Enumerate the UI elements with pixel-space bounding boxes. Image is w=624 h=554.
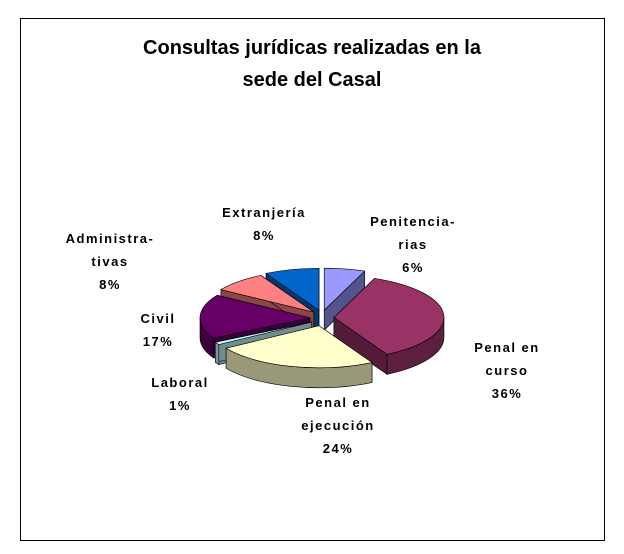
- slice-label: Penitencia-rias: [370, 214, 456, 252]
- value-label: 6%: [402, 260, 424, 275]
- slice-label: Civil: [141, 311, 176, 326]
- value-label: 1%: [169, 398, 191, 413]
- chart-title: Consultas jurídicas realizadas en la sede…: [143, 37, 482, 91]
- slice: [199, 294, 311, 339]
- value-label: 8%: [253, 228, 275, 243]
- value-label: 17%: [143, 334, 174, 349]
- slice: [333, 278, 445, 355]
- slice: [323, 267, 366, 311]
- slice-label: Laboral: [151, 375, 208, 390]
- value-label: 8%: [99, 277, 121, 292]
- value-label: 36%: [492, 386, 523, 401]
- slice-label: Administra-tivas: [66, 231, 155, 269]
- slice: [265, 267, 320, 311]
- value-label: 24%: [323, 441, 354, 456]
- slice-side: [214, 341, 220, 366]
- slice-label: Extranjería: [222, 205, 306, 220]
- slice-label: Penal en curso: [474, 340, 539, 378]
- slice: [220, 275, 314, 313]
- slice: [214, 321, 312, 345]
- slice-label: Penal en ejecución: [301, 395, 374, 433]
- slice: [225, 325, 373, 369]
